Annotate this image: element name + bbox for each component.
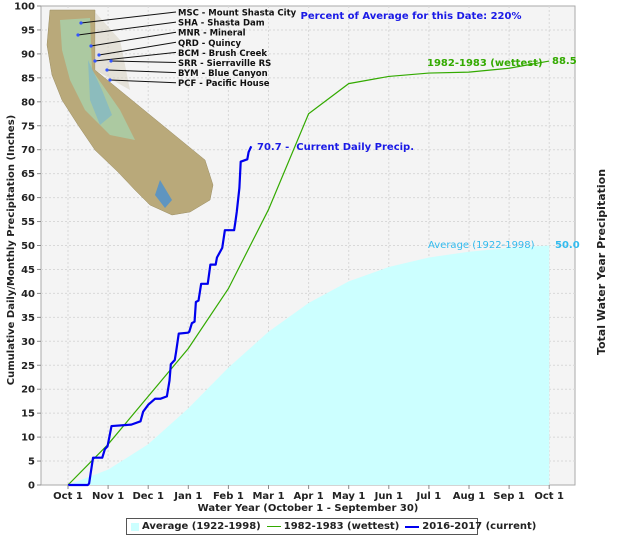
- svg-text:20: 20: [21, 385, 35, 396]
- average-inline-label: Average (1922-1998): [428, 240, 535, 251]
- svg-text:BYM - Blue Canyon: BYM - Blue Canyon: [178, 69, 268, 79]
- svg-text:BCM - Brush Creek: BCM - Brush Creek: [178, 49, 267, 59]
- legend-item-wettest: 1982-1983 (wettest): [266, 521, 399, 532]
- average-end-label: 50.0: [555, 240, 580, 251]
- legend-item-average: Average (1922-1998): [131, 521, 261, 532]
- svg-text:50: 50: [21, 241, 35, 252]
- svg-text:95: 95: [21, 25, 35, 36]
- svg-text:0: 0: [28, 481, 35, 492]
- legend-swatch-current: [405, 525, 420, 528]
- svg-text:65: 65: [21, 169, 35, 180]
- svg-text:SRR - Sierraville RS: SRR - Sierraville RS: [178, 59, 271, 69]
- y-axis: 0 5 10 15 20 25 30 35 40 45 50 55 60 65 70 75 80 85 90 95 10…: [14, 2, 41, 492]
- svg-text:40: 40: [21, 289, 35, 300]
- svg-text:Jun 1: Jun 1: [374, 491, 403, 502]
- svg-text:QRD - Quincy: QRD - Quincy: [178, 39, 242, 49]
- svg-text:90: 90: [21, 49, 35, 60]
- svg-text:Jan 1: Jan 1: [173, 491, 202, 502]
- x-axis-label: Water Year (October 1 - September 30): [198, 503, 419, 514]
- svg-text:100: 100: [14, 2, 35, 13]
- svg-text:Oct 1: Oct 1: [534, 491, 564, 502]
- svg-text:Aug 1: Aug 1: [453, 491, 485, 502]
- svg-text:Mar 1: Mar 1: [252, 491, 284, 502]
- svg-text:60: 60: [21, 193, 35, 204]
- y-axis-label: Cumulative Daily/Monthly Precipitation (…: [6, 115, 17, 385]
- wettest-year-line: [67, 60, 550, 486]
- average-area: [68, 245, 550, 485]
- svg-text:75: 75: [21, 121, 35, 132]
- svg-text:MSC - Mount Shasta City: MSC - Mount Shasta City: [178, 9, 297, 19]
- svg-text:10: 10: [21, 433, 35, 444]
- legend-swatch-average: [131, 522, 139, 531]
- svg-text:Nov 1: Nov 1: [92, 491, 124, 502]
- svg-text:PCF - Pacific House: PCF - Pacific House: [178, 79, 270, 89]
- svg-text:Oct 1: Oct 1: [53, 491, 83, 502]
- percent-of-average-annotation: Percent of Average for this Date: 220%: [300, 11, 521, 22]
- legend-swatch-wettest: [266, 526, 281, 527]
- svg-text:15: 15: [21, 409, 35, 420]
- wettest-inline-label: 1982-1983 (wettest): [427, 58, 543, 69]
- chart-legend: Average (1922-1998) 1982-1983 (wettest) …: [126, 518, 536, 535]
- svg-text:Sep 1: Sep 1: [493, 491, 525, 502]
- svg-text:35: 35: [21, 313, 35, 324]
- current-end-label: 70.7 - Current Daily Precip.: [257, 142, 414, 153]
- wettest-end-label: 88.5: [552, 56, 577, 67]
- svg-text:30: 30: [21, 337, 35, 348]
- current-year-line: [68, 145, 253, 487]
- svg-text:70: 70: [21, 145, 35, 156]
- svg-text:5: 5: [28, 457, 35, 468]
- x-axis: Oct 1 Nov 1 Dec 1 Jan 1 Feb 1 Mar 1 Apr 1 May 1…: [53, 485, 564, 502]
- svg-text:Jul 1: Jul 1: [416, 491, 442, 502]
- svg-text:80: 80: [21, 97, 35, 108]
- svg-text:85: 85: [21, 73, 35, 84]
- svg-text:MNR - Mineral: MNR - Mineral: [178, 29, 246, 39]
- legend-item-current: 2016-2017 (current): [405, 521, 536, 532]
- svg-text:Apr 1: Apr 1: [293, 491, 323, 502]
- svg-text:Feb 1: Feb 1: [213, 491, 244, 502]
- svg-text:Dec 1: Dec 1: [132, 491, 163, 502]
- svg-text:SHA - Shasta Dam: SHA - Shasta Dam: [178, 19, 265, 29]
- svg-text:May 1: May 1: [332, 491, 365, 502]
- right-axis-label: Total Water Year Precipitation: [595, 169, 608, 355]
- svg-text:45: 45: [21, 265, 35, 276]
- svg-text:55: 55: [21, 217, 35, 228]
- svg-text:25: 25: [21, 361, 35, 372]
